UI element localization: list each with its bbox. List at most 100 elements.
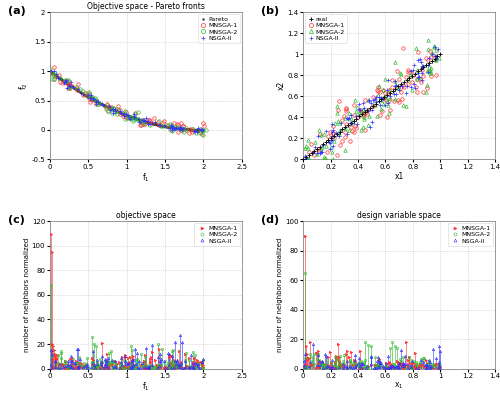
NSGA-II [378, 95, 384, 100]
MNSGA-1 [52, 64, 58, 69]
MNSGA-1 [366, 364, 372, 369]
Pareto [141, 119, 147, 124]
MNSGA-1 [400, 45, 406, 50]
MNSGA-2 [122, 366, 128, 371]
real [437, 52, 443, 57]
MNSGA-2 [132, 364, 138, 369]
MNSGA-1 [118, 112, 124, 117]
real [303, 155, 309, 160]
real [314, 146, 320, 151]
NSGA-II [302, 352, 308, 356]
Line: MNSGA-2: MNSGA-2 [50, 284, 204, 370]
real [415, 69, 421, 74]
real [345, 123, 351, 128]
real [334, 131, 340, 136]
MNSGA-1 [302, 234, 308, 239]
Line: MNSGA-2: MNSGA-2 [304, 272, 441, 370]
Line: MNSGA-1: MNSGA-1 [302, 235, 442, 370]
MNSGA-2 [424, 69, 430, 74]
Y-axis label: f$_2$: f$_2$ [18, 82, 30, 90]
NSGA-II [396, 361, 402, 366]
MNSGA-1 [308, 142, 314, 147]
MNSGA-2 [50, 72, 56, 77]
real [373, 101, 379, 106]
MNSGA-1 [398, 84, 404, 89]
MNSGA-1 [137, 122, 143, 127]
NSGA-II [425, 365, 431, 370]
X-axis label: x$_1$: x$_1$ [394, 381, 404, 391]
MNSGA-1 [168, 362, 173, 367]
Y-axis label: number of neighbors normalized: number of neighbors normalized [278, 238, 283, 352]
MNSGA-1 [362, 97, 368, 102]
NSGA-II [432, 45, 438, 50]
NSGA-II [91, 362, 97, 367]
NSGA-II [356, 101, 362, 106]
Line: Pareto: Pareto [49, 70, 204, 131]
MNSGA-1 [126, 360, 132, 365]
real [300, 157, 306, 162]
NSGA-II [191, 128, 197, 133]
Text: (b): (b) [261, 6, 279, 16]
MNSGA-2 [330, 149, 336, 154]
real [387, 90, 393, 95]
Title: design variable space: design variable space [357, 211, 441, 220]
Title: Objective space - Pareto fronts: Objective space - Pareto fronts [87, 2, 205, 11]
X-axis label: f$_1$: f$_1$ [142, 381, 150, 393]
real [312, 148, 318, 153]
NSGA-II [365, 109, 371, 113]
MNSGA-2 [168, 360, 174, 365]
real [396, 84, 402, 89]
NSGA-II [170, 126, 175, 131]
NSGA-II [302, 157, 308, 162]
MNSGA-1 [80, 92, 86, 97]
real [368, 105, 374, 110]
MNSGA-2 [426, 358, 432, 363]
MNSGA-2 [168, 126, 173, 131]
real [420, 65, 426, 70]
Line: NSGA-II: NSGA-II [302, 343, 442, 370]
MNSGA-2 [136, 110, 141, 115]
MNSGA-1 [397, 360, 403, 365]
NSGA-II [314, 150, 320, 155]
NSGA-II [84, 362, 90, 367]
real [434, 54, 440, 59]
Line: MNSGA-1: MNSGA-1 [48, 65, 205, 136]
NSGA-II [118, 111, 124, 115]
NSGA-II [172, 339, 178, 344]
NSGA-II [167, 125, 173, 130]
NSGA-II [117, 109, 123, 113]
MNSGA-1 [420, 363, 426, 368]
MNSGA-2 [302, 271, 308, 275]
NSGA-II [196, 366, 202, 371]
real [350, 118, 356, 123]
Line: MNSGA-1: MNSGA-1 [308, 46, 438, 157]
MNSGA-2 [350, 360, 356, 364]
MNSGA-2 [130, 116, 136, 121]
MNSGA-2 [359, 110, 365, 115]
MNSGA-1 [334, 153, 340, 158]
MNSGA-2 [306, 157, 312, 162]
NSGA-II [92, 100, 98, 104]
real [429, 58, 435, 63]
real [354, 116, 360, 121]
Legend: real, MNSGA-1, MNSGA-2, NSGA-II: real, MNSGA-1, MNSGA-2, NSGA-II [305, 14, 348, 43]
MNSGA-1 [124, 364, 130, 369]
NSGA-II [194, 130, 200, 134]
Legend: MNSGA-1, MNSGA-2, NSGA-II: MNSGA-1, MNSGA-2, NSGA-II [194, 223, 240, 246]
real [320, 142, 326, 147]
real [356, 114, 362, 119]
real [306, 153, 312, 158]
real [348, 121, 354, 126]
real [401, 80, 407, 85]
MNSGA-1 [198, 131, 204, 136]
real [404, 78, 409, 83]
Legend: MNSGA-1, MNSGA-2, NSGA-II: MNSGA-1, MNSGA-2, NSGA-II [448, 223, 493, 246]
MNSGA-1 [356, 107, 362, 112]
MNSGA-1 [114, 362, 119, 367]
Pareto [186, 127, 192, 132]
MNSGA-2 [368, 366, 374, 371]
real [359, 112, 365, 117]
NSGA-II [408, 364, 414, 369]
Line: MNSGA-2: MNSGA-2 [48, 67, 207, 136]
NSGA-II [385, 101, 391, 106]
